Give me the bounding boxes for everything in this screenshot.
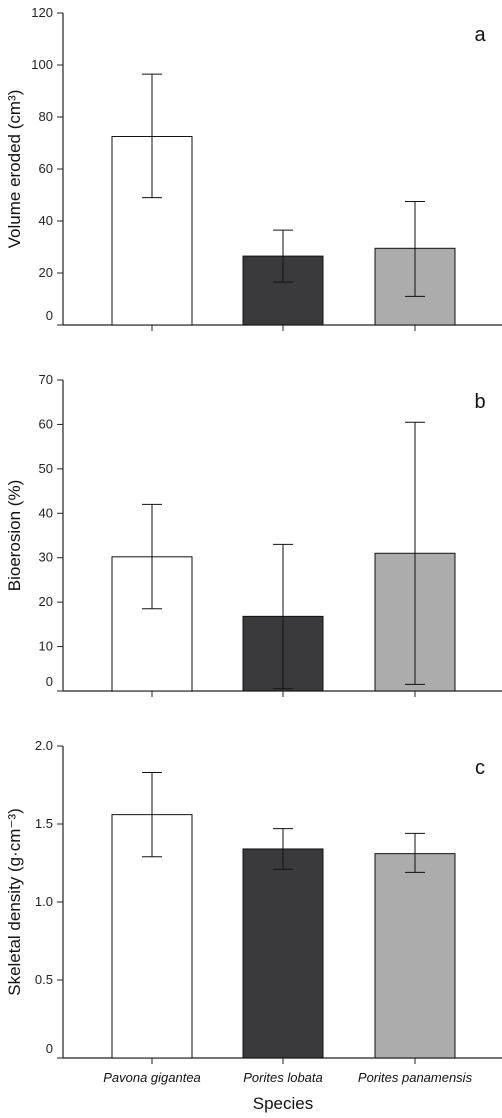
y-tick-label: 70 xyxy=(39,372,53,387)
y-tick-label: 40 xyxy=(39,505,53,520)
y-tick-label: 40 xyxy=(39,213,53,228)
y-tick-label: 2.0 xyxy=(35,738,53,753)
y-tick-label: 100 xyxy=(31,57,53,72)
panel-c: 0 0.5 1.0 1.5 2.0 Skeletal density (g·cm⁻³) c xyxy=(5,738,502,1064)
panel-letter: c xyxy=(475,757,485,779)
panel-letter: b xyxy=(474,391,485,413)
y-tick-label: 0 xyxy=(46,308,53,323)
y-axis-title: Volume eroded (cm³) xyxy=(5,90,24,249)
y-tick-label: 60 xyxy=(39,161,53,176)
y-tick-label: 20 xyxy=(39,594,53,609)
bar xyxy=(242,848,324,1059)
y-tick-label: 0.5 xyxy=(35,972,53,987)
y-tick-label: 0 xyxy=(46,1041,53,1056)
category-label: Porites lobata xyxy=(243,1070,323,1085)
x-axis-title: Species xyxy=(253,1094,313,1113)
y-tick-label: 80 xyxy=(39,109,53,124)
y-tick-label: 0 xyxy=(46,674,53,689)
y-tick-label: 20 xyxy=(39,265,53,280)
y-axis-title: Skeletal density (g·cm⁻³) xyxy=(5,808,24,996)
y-axis-title: Bioerosion (%) xyxy=(5,480,24,592)
y-tick-label: 1.5 xyxy=(35,816,53,831)
y-tick-label: 1.0 xyxy=(35,894,53,909)
y-tick-label: 30 xyxy=(39,550,53,565)
panel-a: 0 20 40 60 80 100 120 Volume eroded (cm³) a xyxy=(5,5,502,331)
y-tick-label: 60 xyxy=(39,416,53,431)
y-tick-label: 120 xyxy=(31,5,53,20)
panel-b: 0 10 20 30 40 50 60 70 Bioerosion (%) b xyxy=(5,372,502,697)
category-label: Pavona gigantea xyxy=(103,1070,201,1085)
y-tick-label: 50 xyxy=(39,461,53,476)
bar xyxy=(374,853,456,1059)
panel-letter: a xyxy=(474,24,486,46)
y-tick-label: 10 xyxy=(39,639,53,654)
category-label: Porites panamensis xyxy=(358,1070,473,1085)
